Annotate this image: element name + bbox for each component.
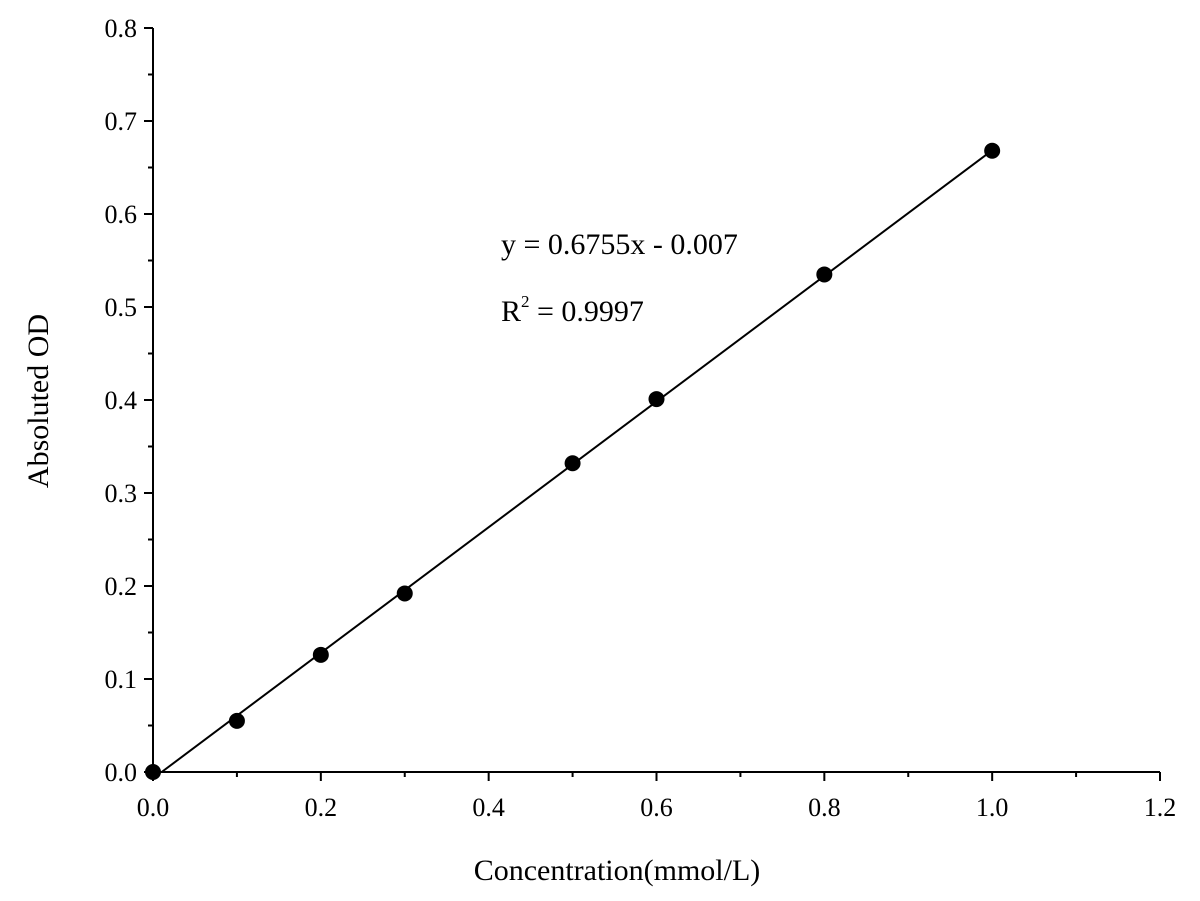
data-point (984, 142, 1001, 159)
r2-value: = 0.9997 (530, 295, 644, 328)
y-tick-label: 0.6 (105, 200, 138, 229)
y-tick-label: 0.7 (105, 107, 138, 136)
x-tick-label: 0.8 (808, 793, 841, 822)
tick-labels: 0.0 0.2 0.4 0.6 0.8 1.0 1.2 0.0 0.1 0.2 0.3 0.4 0.5 0… (105, 14, 1177, 822)
data-point (816, 266, 833, 283)
x-tick-label: 1.2 (1144, 793, 1177, 822)
y-tick-label: 0.8 (105, 14, 138, 43)
x-tick-label: 0.4 (472, 793, 505, 822)
data-point (396, 585, 413, 602)
y-tick-label: 0.0 (105, 758, 138, 787)
y-tick-label: 0.1 (105, 665, 138, 694)
data-points (145, 142, 1001, 780)
x-tick-label: 0.6 (640, 793, 673, 822)
r-squared-annotation: R2 = 0.9997 (501, 292, 644, 328)
data-point (648, 391, 665, 408)
y-tick-label: 0.2 (105, 572, 138, 601)
data-point (312, 646, 329, 663)
x-tick-label: 0.0 (137, 793, 170, 822)
y-tick-label: 0.3 (105, 479, 138, 508)
ticks (144, 27, 1161, 781)
x-tick-label: 1.0 (976, 793, 1009, 822)
y-axis-title: Absoluted OD (22, 314, 55, 488)
data-point (228, 712, 245, 729)
y-tick-label: 0.4 (105, 386, 138, 415)
x-axis-title: Concentration(mmol/L) (474, 854, 761, 887)
y-tick-label: 0.5 (105, 293, 138, 322)
r2-prefix: R (501, 295, 521, 328)
data-point (564, 455, 581, 472)
r2-superscript: 2 (521, 292, 530, 311)
x-tick-label: 0.2 (305, 793, 338, 822)
regression-equation: y = 0.6755x - 0.007 (501, 228, 738, 261)
data-point (145, 764, 161, 780)
